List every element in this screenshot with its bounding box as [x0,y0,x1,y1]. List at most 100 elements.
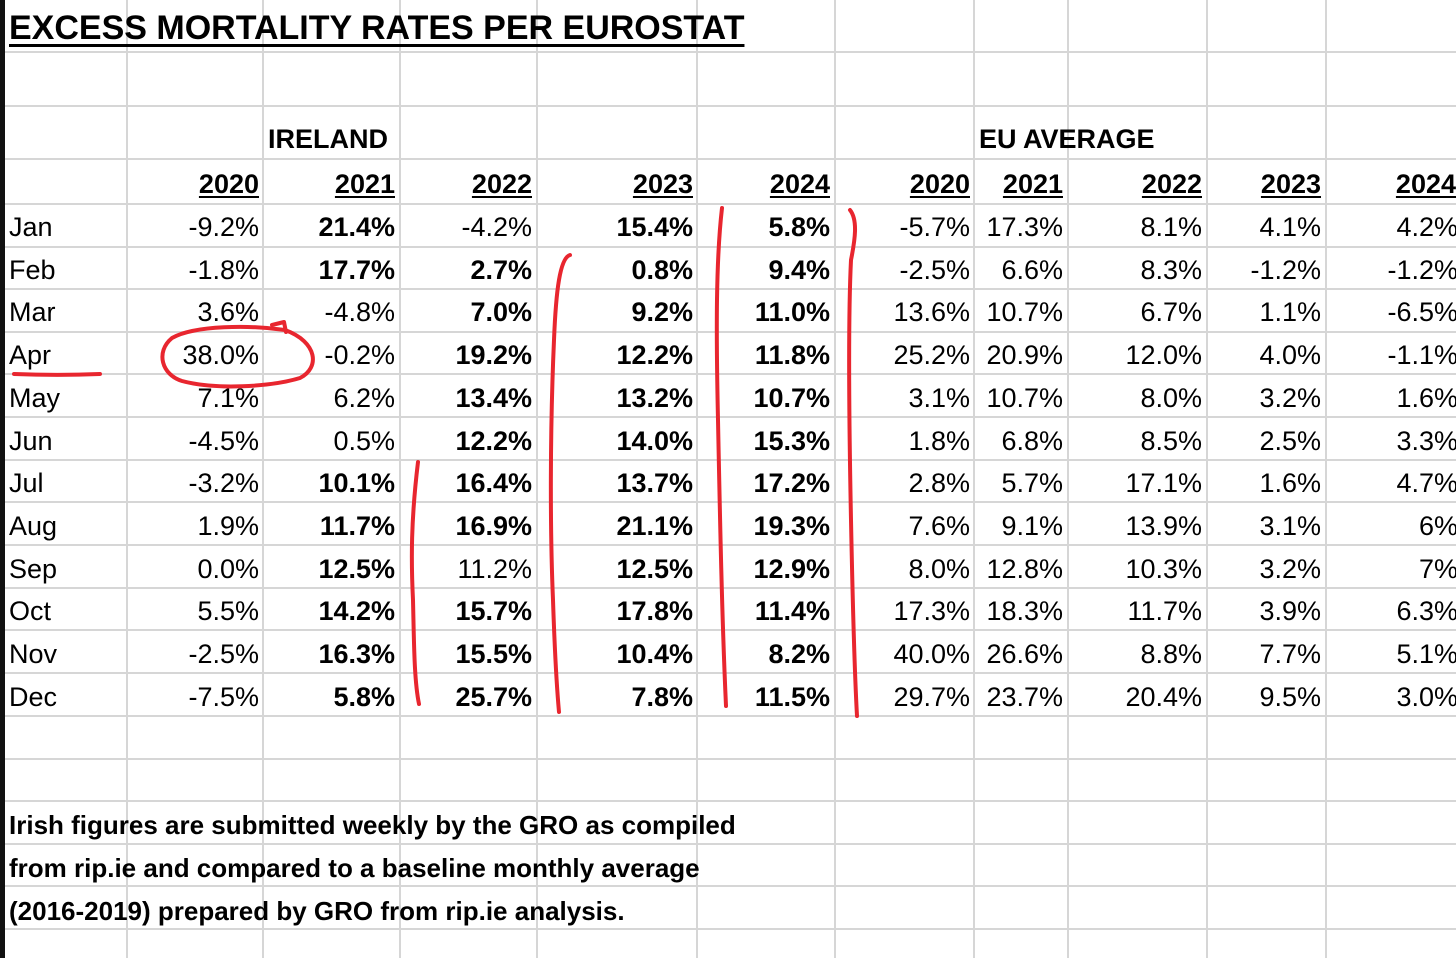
gridline-vertical [973,0,975,958]
value-cell: 19.2% [455,340,532,370]
value-cell: 1.1% [1259,297,1321,327]
value-cell: 2.8% [908,468,970,498]
month-label: Oct [9,596,52,626]
bracket-annotation-2024 [714,206,728,708]
value-cell: 11.5% [754,682,830,712]
bracket-annotation-eu [847,208,859,718]
value-cell: -1.1% [1387,340,1456,370]
value-cell: 10.7% [986,383,1063,413]
value-cell: 13.4% [455,383,532,413]
value-cell: 1.6% [1259,468,1321,498]
year-header-eu-2020: 2020 [909,169,970,199]
value-cell: 10.3% [1125,554,1202,584]
gridline-horizontal [5,843,1456,845]
value-cell: 25.7% [455,682,532,712]
value-cell: 8.8% [1140,639,1202,669]
gridline-horizontal [5,459,1456,461]
value-cell: 10.7% [753,383,830,413]
gridline-horizontal [5,715,1456,717]
gridline-horizontal [5,105,1456,107]
value-cell: 3.1% [1259,511,1321,541]
value-cell: 2.7% [470,255,532,285]
month-label: Aug [9,511,58,541]
value-cell: 7.0% [470,297,532,327]
value-cell: 14.0% [616,426,693,456]
value-cell: -2.5% [188,639,259,669]
value-cell: 5.5% [197,596,259,626]
value-cell: -6.5% [1387,297,1456,327]
value-cell: 3.9% [1259,596,1321,626]
month-label: Jul [9,468,44,498]
value-cell: -1.8% [188,255,259,285]
year-header-ireland-2020: 2020 [198,169,259,199]
month-label: May [9,383,61,413]
value-cell: 12.0% [1125,340,1202,370]
gridline-horizontal [5,800,1456,802]
value-cell: 3.1% [908,383,970,413]
value-cell: 11.7% [319,511,395,541]
value-cell: 10.1% [318,468,395,498]
value-cell: -4.8% [324,297,395,327]
value-cell: 1.6% [1396,383,1456,413]
footnote-line: (2016-2019) prepared by GRO from rip.ie … [9,896,625,926]
value-cell: 6.2% [333,383,395,413]
value-cell: 11.7% [1127,596,1202,626]
value-cell: 16.4% [455,468,532,498]
bracket-annotation-2023 [548,253,572,714]
value-cell: 2.5% [1259,426,1321,456]
value-cell: 7.1% [197,383,259,413]
value-cell: 12.8% [986,554,1063,584]
value-cell: 1.9% [197,511,259,541]
value-cell: 5.8% [768,212,830,242]
value-cell: 12.5% [318,554,395,584]
year-header-eu-2024: 2024 [1395,169,1456,199]
month-label: Dec [9,682,58,712]
month-label: Jun [9,426,53,456]
gridline-horizontal [5,587,1456,589]
value-cell: -4.2% [461,212,532,242]
value-cell: 0.5% [333,426,395,456]
year-header-ireland-2022: 2022 [471,169,532,199]
month-label: Apr [9,340,52,370]
value-cell: 20.9% [986,340,1063,370]
gridline-vertical [1067,0,1069,958]
region-label-ireland: IRELAND [268,124,388,154]
gridline-horizontal [5,373,1456,375]
month-label: Sep [9,554,58,584]
value-cell: 23.7% [986,682,1063,712]
value-cell: 15.5% [455,639,532,669]
value-cell: 13.9% [1125,511,1202,541]
value-cell: -1.2% [1387,255,1456,285]
value-cell: 6.7% [1140,297,1202,327]
value-cell: 6.8% [1001,426,1063,456]
value-cell: 0.0% [197,554,259,584]
sheet-title: EXCESS MORTALITY RATES PER EUROSTAT [9,9,745,47]
value-cell: 14.2% [318,596,395,626]
value-cell: 15.4% [616,212,693,242]
value-cell: -9.2% [188,212,259,242]
month-label: Mar [9,297,56,327]
gridline-horizontal [5,885,1456,887]
value-cell: 7.6% [908,511,970,541]
gridline-horizontal [5,51,1456,53]
month-label: Feb [9,255,56,285]
gridline-horizontal [5,416,1456,418]
value-cell: 26.6% [986,639,1063,669]
value-cell: 17.8% [616,596,693,626]
value-cell: 12.9% [753,554,830,584]
value-cell: 17.3% [986,212,1063,242]
gridline-vertical [399,0,401,958]
value-cell: 12.2% [616,340,693,370]
gridline-horizontal [5,331,1456,333]
region-label-eu-average: EU AVERAGE [979,124,1155,154]
year-header-eu-2023: 2023 [1260,169,1321,199]
value-cell: 8.0% [908,554,970,584]
year-header-eu-2021: 2021 [1002,169,1063,199]
value-cell: 9.5% [1259,682,1321,712]
value-cell: 18.3% [986,596,1063,626]
value-cell: 10.7% [986,297,1063,327]
month-label: Nov [9,639,58,669]
gridline-vertical [696,0,698,958]
value-cell: 6.3% [1396,596,1456,626]
gridline-horizontal [5,629,1456,631]
